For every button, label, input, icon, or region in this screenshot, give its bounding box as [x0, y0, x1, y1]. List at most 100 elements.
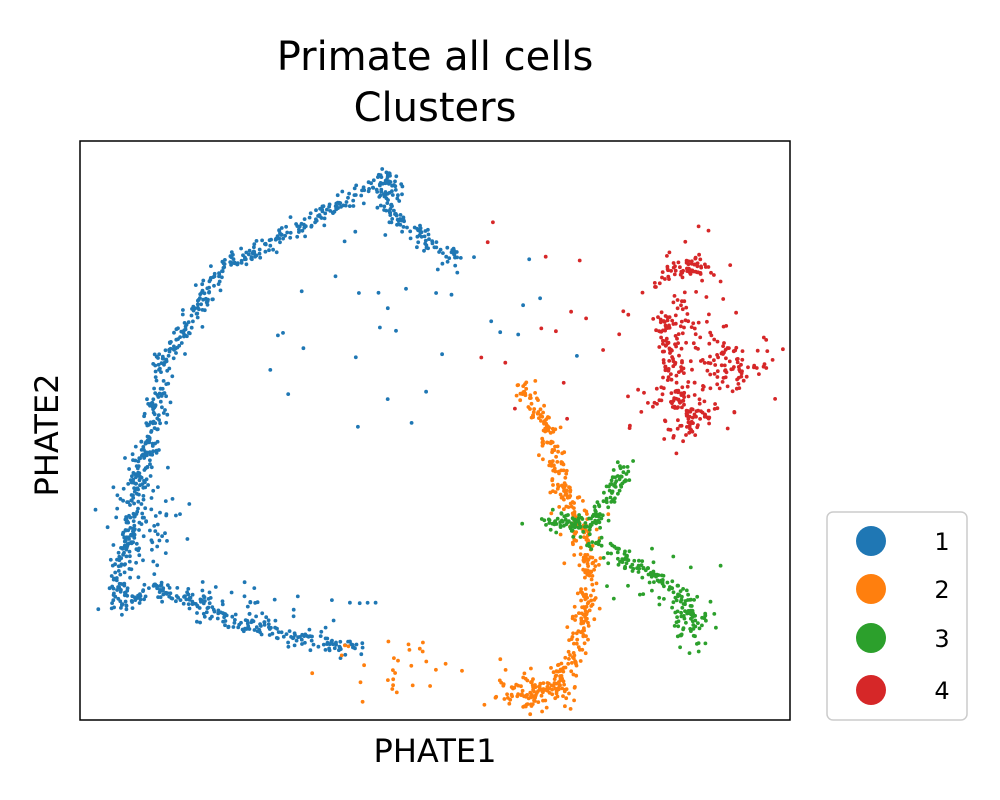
data-point-cluster-4 — [621, 309, 626, 314]
data-point-cluster-4 — [712, 337, 717, 342]
data-point-cluster-2 — [524, 693, 528, 698]
data-point-cluster-4 — [678, 272, 683, 277]
data-point-cluster-1 — [209, 264, 213, 268]
data-point-cluster-1 — [144, 440, 148, 445]
data-point-cluster-2 — [358, 680, 363, 685]
data-point-cluster-1 — [252, 628, 257, 632]
data-point-cluster-3 — [650, 546, 654, 551]
data-point-cluster-4 — [665, 254, 669, 258]
data-point-cluster-4 — [696, 320, 701, 325]
data-point-cluster-4 — [554, 329, 558, 334]
data-point-cluster-1 — [352, 186, 357, 191]
data-point-cluster-2 — [543, 429, 548, 434]
data-point-cluster-2 — [582, 628, 586, 633]
data-point-cluster-1 — [123, 538, 128, 543]
data-point-cluster-4 — [781, 347, 785, 352]
data-point-cluster-1 — [187, 596, 192, 600]
data-point-cluster-2 — [529, 704, 534, 708]
data-point-cluster-3 — [594, 514, 599, 518]
data-point-cluster-1 — [294, 638, 299, 643]
data-point-cluster-2 — [589, 593, 593, 598]
data-point-cluster-3 — [587, 527, 592, 532]
data-point-cluster-1 — [155, 439, 160, 444]
data-point-cluster-1 — [390, 193, 395, 197]
data-point-cluster-1 — [170, 497, 175, 501]
data-point-cluster-4 — [675, 336, 679, 341]
data-point-cluster-4 — [702, 361, 707, 365]
data-point-cluster-2 — [589, 569, 593, 574]
data-point-cluster-1 — [126, 482, 131, 486]
data-point-cluster-2 — [508, 697, 513, 702]
data-point-cluster-4 — [682, 371, 686, 375]
chart-title-line-1: Primate all cells — [277, 34, 594, 80]
data-point-cluster-2 — [421, 640, 425, 645]
data-point-cluster-4 — [651, 404, 655, 409]
data-point-cluster-4 — [715, 382, 720, 387]
data-point-cluster-1 — [254, 253, 259, 258]
data-point-cluster-3 — [607, 488, 612, 493]
data-point-cluster-3 — [686, 598, 690, 602]
data-point-cluster-4 — [770, 358, 775, 362]
data-point-cluster-3 — [554, 530, 559, 535]
data-point-cluster-2 — [531, 410, 536, 414]
data-point-cluster-1 — [149, 496, 154, 500]
data-point-cluster-2 — [558, 678, 563, 683]
data-point-cluster-2 — [410, 683, 415, 688]
data-point-cluster-2 — [567, 657, 571, 661]
data-point-cluster-1 — [294, 222, 298, 226]
data-point-cluster-3 — [546, 517, 551, 522]
data-point-cluster-2 — [531, 688, 535, 692]
data-point-cluster-1 — [152, 572, 157, 576]
data-point-cluster-2 — [562, 682, 566, 687]
data-point-cluster-4 — [628, 423, 632, 428]
data-point-cluster-2 — [544, 417, 549, 422]
data-point-cluster-4 — [692, 380, 697, 385]
data-point-cluster-1 — [241, 629, 246, 634]
data-point-cluster-4 — [693, 345, 698, 350]
data-point-cluster-4 — [686, 415, 691, 420]
data-point-cluster-2 — [583, 587, 588, 591]
data-point-cluster-1 — [359, 652, 364, 657]
data-point-cluster-1 — [155, 427, 160, 432]
data-point-cluster-2 — [597, 563, 601, 567]
data-point-cluster-1 — [113, 562, 117, 567]
data-point-cluster-1 — [200, 282, 205, 287]
data-point-cluster-1 — [155, 563, 160, 568]
data-point-cluster-3 — [675, 615, 679, 619]
data-point-cluster-4 — [666, 274, 671, 279]
data-point-cluster-3 — [615, 460, 620, 465]
data-point-cluster-3 — [615, 550, 620, 555]
data-point-cluster-2 — [482, 702, 487, 707]
data-point-cluster-2 — [434, 667, 438, 672]
data-point-cluster-1 — [274, 250, 279, 255]
data-point-cluster-4 — [479, 355, 484, 360]
data-point-cluster-2 — [594, 581, 599, 586]
data-point-cluster-4 — [661, 358, 666, 362]
data-point-cluster-1 — [263, 249, 268, 254]
data-point-cluster-3 — [627, 549, 632, 554]
data-point-cluster-1 — [167, 349, 172, 354]
data-point-cluster-3 — [581, 529, 586, 534]
data-point-cluster-1 — [375, 205, 380, 210]
data-point-cluster-3 — [638, 592, 642, 597]
data-point-cluster-4 — [657, 329, 661, 333]
data-point-cluster-3 — [577, 513, 581, 517]
legend-marker-3 — [856, 623, 886, 653]
data-point-cluster-1 — [190, 602, 195, 606]
data-point-cluster-2 — [507, 701, 512, 706]
data-point-cluster-1 — [276, 630, 281, 634]
data-point-cluster-3 — [609, 478, 614, 483]
data-point-cluster-2 — [545, 440, 550, 445]
data-point-cluster-3 — [708, 599, 713, 604]
data-point-cluster-2 — [552, 681, 557, 685]
data-point-cluster-1 — [178, 598, 183, 602]
data-point-cluster-2 — [539, 693, 544, 698]
data-point-cluster-2 — [590, 574, 595, 578]
data-point-cluster-2 — [532, 407, 537, 411]
data-point-cluster-3 — [657, 602, 662, 607]
data-point-cluster-2 — [548, 490, 553, 495]
data-point-cluster-2 — [606, 512, 611, 517]
data-point-cluster-3 — [613, 496, 617, 501]
data-point-cluster-4 — [681, 439, 685, 444]
data-point-cluster-1 — [230, 614, 235, 619]
